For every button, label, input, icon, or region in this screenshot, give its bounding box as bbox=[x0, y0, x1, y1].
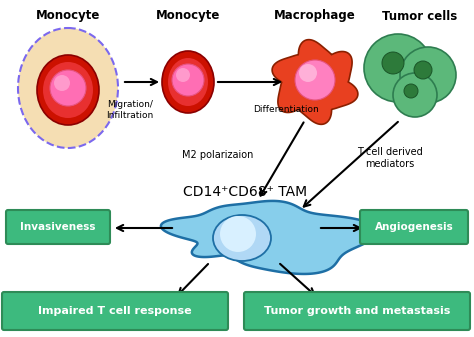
Text: CD14⁺CD68⁺ TAM: CD14⁺CD68⁺ TAM bbox=[183, 185, 307, 199]
FancyBboxPatch shape bbox=[244, 292, 470, 330]
Circle shape bbox=[414, 61, 432, 79]
FancyBboxPatch shape bbox=[360, 210, 468, 244]
Ellipse shape bbox=[18, 28, 118, 148]
Polygon shape bbox=[161, 201, 378, 274]
Circle shape bbox=[220, 216, 256, 252]
Text: Angiogenesis: Angiogenesis bbox=[374, 222, 453, 232]
Circle shape bbox=[404, 84, 418, 98]
Ellipse shape bbox=[43, 62, 93, 118]
FancyBboxPatch shape bbox=[6, 210, 110, 244]
Circle shape bbox=[172, 64, 204, 96]
Ellipse shape bbox=[37, 55, 99, 125]
Circle shape bbox=[295, 60, 335, 100]
Ellipse shape bbox=[213, 215, 271, 261]
Text: Migration/
Infiltration: Migration/ Infiltration bbox=[106, 100, 154, 120]
Circle shape bbox=[364, 34, 432, 102]
Circle shape bbox=[382, 52, 404, 74]
Text: Impaired T cell response: Impaired T cell response bbox=[38, 306, 192, 316]
Text: M2 polarizaion: M2 polarizaion bbox=[182, 150, 254, 160]
Text: Differentiation: Differentiation bbox=[253, 105, 319, 115]
Circle shape bbox=[299, 64, 317, 82]
Text: Tumor growth and metastasis: Tumor growth and metastasis bbox=[264, 306, 450, 316]
Text: Monocyte: Monocyte bbox=[156, 9, 220, 23]
FancyBboxPatch shape bbox=[2, 292, 228, 330]
Text: Monocyte: Monocyte bbox=[36, 9, 100, 23]
Ellipse shape bbox=[168, 58, 208, 106]
Text: Tumor cells: Tumor cells bbox=[383, 9, 457, 23]
Circle shape bbox=[400, 47, 456, 103]
Polygon shape bbox=[272, 40, 358, 124]
Ellipse shape bbox=[162, 51, 214, 113]
Text: Macrophage: Macrophage bbox=[274, 9, 356, 23]
Circle shape bbox=[50, 70, 86, 106]
Text: T cell derived
mediators: T cell derived mediators bbox=[357, 147, 423, 169]
Circle shape bbox=[176, 68, 190, 82]
Circle shape bbox=[54, 75, 70, 91]
Circle shape bbox=[393, 73, 437, 117]
Text: Invasiveness: Invasiveness bbox=[20, 222, 96, 232]
